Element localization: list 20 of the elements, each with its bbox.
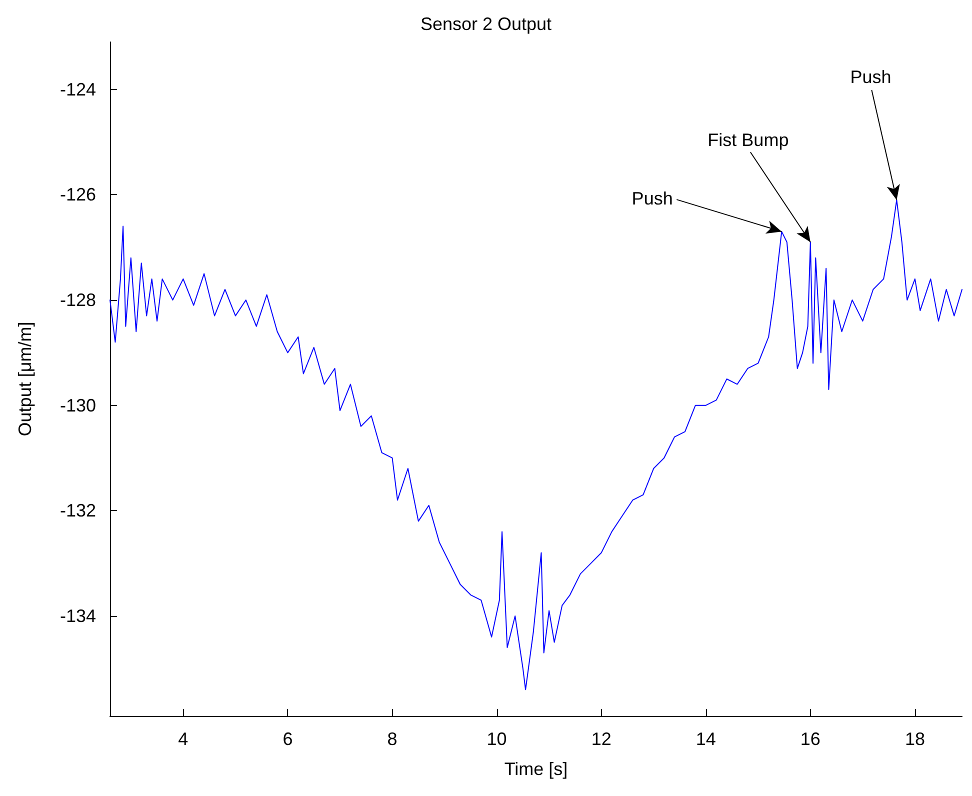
y-tick-label: -128 — [60, 290, 96, 310]
x-tick-label: 6 — [282, 729, 293, 749]
y-tick-label: -126 — [60, 184, 96, 205]
y-tick-label: -132 — [60, 500, 96, 521]
x-tick-label: 4 — [178, 729, 188, 749]
x-axis-title: Time [s] — [504, 759, 568, 779]
y-tick-label: -134 — [60, 606, 96, 626]
x-tick-label: 10 — [486, 729, 507, 749]
y-axis-title: Output [μm/m] — [15, 322, 35, 436]
annotation: Push — [632, 188, 673, 208]
x-tick-label: 8 — [387, 729, 398, 749]
x-tick-label: 14 — [696, 729, 716, 749]
chart-title: Sensor 2 Output — [420, 14, 552, 34]
y-tick-label: -124 — [60, 79, 96, 100]
x-tick-label: 12 — [591, 729, 612, 749]
annotation: Push — [850, 67, 892, 88]
x-tick-label: 16 — [800, 729, 820, 749]
annotation: Fist Bump — [708, 130, 789, 150]
y-tick-label: -130 — [60, 395, 96, 416]
x-tick-label: 18 — [904, 729, 925, 749]
